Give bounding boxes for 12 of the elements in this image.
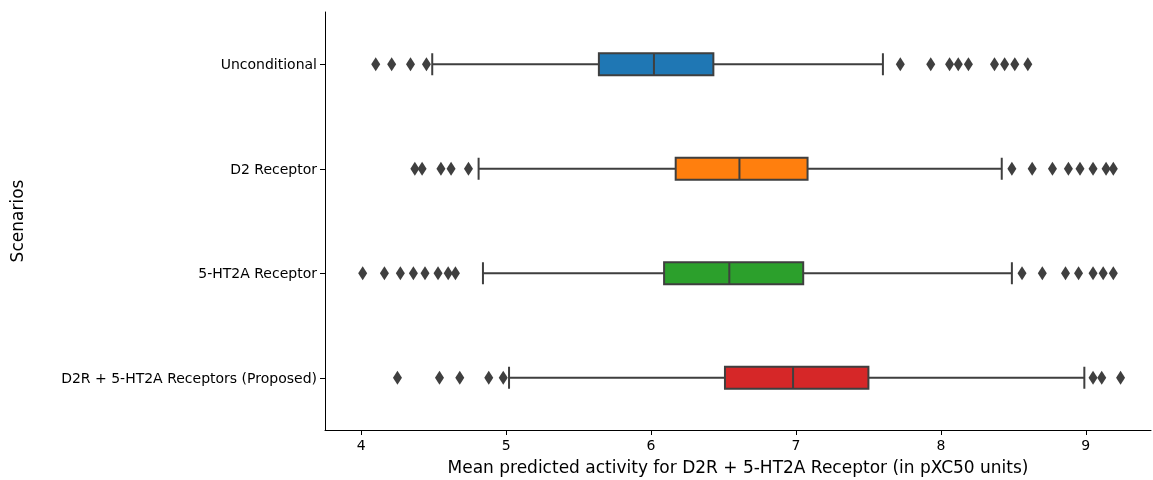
x-tick-label: 7 [791,437,801,453]
y-tick-label: D2 Receptor [230,160,318,177]
x-axis-title: Mean predicted activity for D2R + 5-HT2A Receptor (in pXC50 units) [447,456,1029,477]
x-tick-label: 6 [646,437,656,453]
x-tick-label: 5 [501,437,511,453]
y-tick-label: 5-HT2A Receptor [198,265,318,282]
x-tick-label: 8 [936,437,946,453]
y-axis-title: Scenarios [6,179,27,263]
x-tick-label: 4 [356,437,366,453]
y-tick-label: Unconditional [220,56,317,73]
x-tick-label: 9 [1081,437,1091,453]
y-tick-label: D2R + 5-HT2A Receptors (Proposed) [61,369,317,386]
